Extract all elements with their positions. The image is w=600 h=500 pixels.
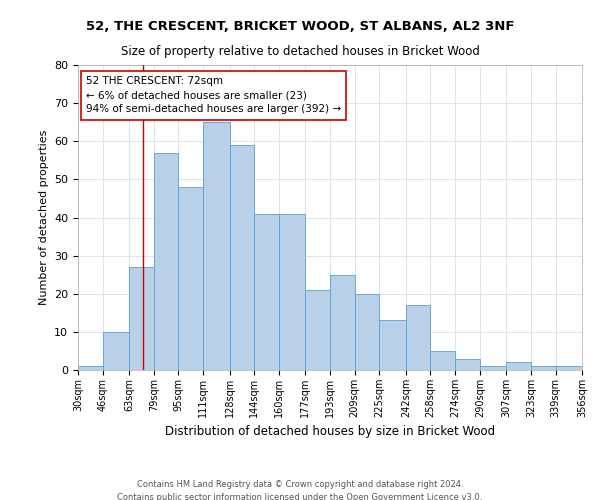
Bar <box>506 362 531 370</box>
Bar <box>531 366 556 370</box>
Text: Size of property relative to detached houses in Bricket Wood: Size of property relative to detached ho… <box>121 45 479 58</box>
Bar <box>78 366 103 370</box>
Bar <box>480 366 506 370</box>
Bar <box>379 320 406 370</box>
Bar <box>430 351 455 370</box>
Bar <box>455 358 480 370</box>
Text: Contains HM Land Registry data © Crown copyright and database right 2024.: Contains HM Land Registry data © Crown c… <box>137 480 463 489</box>
Y-axis label: Number of detached properties: Number of detached properties <box>38 130 49 305</box>
Bar <box>103 332 129 370</box>
Bar <box>178 187 203 370</box>
Bar <box>330 274 355 370</box>
Bar <box>355 294 379 370</box>
X-axis label: Distribution of detached houses by size in Bricket Wood: Distribution of detached houses by size … <box>165 426 495 438</box>
Bar <box>129 267 154 370</box>
Bar <box>305 290 330 370</box>
Text: 52 THE CRESCENT: 72sqm
← 6% of detached houses are smaller (23)
94% of semi-deta: 52 THE CRESCENT: 72sqm ← 6% of detached … <box>86 76 341 114</box>
Bar <box>254 214 279 370</box>
Text: Contains public sector information licensed under the Open Government Licence v3: Contains public sector information licen… <box>118 492 482 500</box>
Bar <box>203 122 230 370</box>
Bar <box>406 305 430 370</box>
Bar <box>279 214 305 370</box>
Bar <box>154 152 178 370</box>
Bar <box>230 145 254 370</box>
Bar <box>556 366 582 370</box>
Text: 52, THE CRESCENT, BRICKET WOOD, ST ALBANS, AL2 3NF: 52, THE CRESCENT, BRICKET WOOD, ST ALBAN… <box>86 20 514 33</box>
